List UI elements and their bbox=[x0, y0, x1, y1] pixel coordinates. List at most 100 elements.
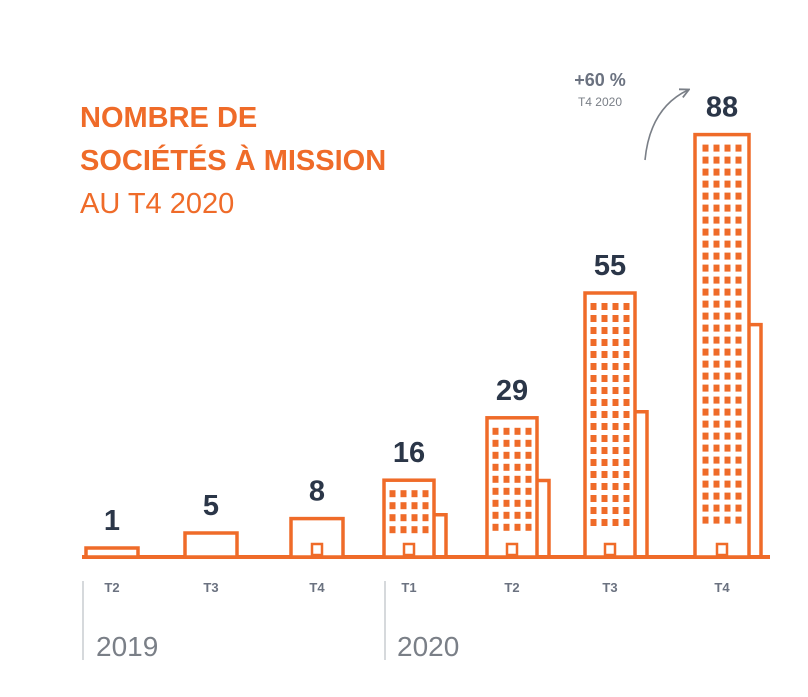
value-label-5: 29 bbox=[496, 375, 528, 407]
window bbox=[724, 240, 731, 248]
window bbox=[735, 276, 742, 284]
window bbox=[612, 327, 619, 334]
window bbox=[612, 519, 619, 526]
window bbox=[590, 519, 597, 526]
window bbox=[724, 192, 731, 200]
window bbox=[525, 499, 532, 507]
bar-building-3 bbox=[289, 516, 345, 559]
window bbox=[735, 420, 742, 428]
category-label-7: T4 bbox=[714, 580, 730, 595]
bar-annex bbox=[434, 513, 448, 557]
window bbox=[702, 480, 709, 488]
window bbox=[601, 483, 608, 490]
bar-annex bbox=[537, 478, 551, 557]
window bbox=[702, 300, 709, 308]
window bbox=[735, 180, 742, 188]
window bbox=[724, 156, 731, 164]
window bbox=[713, 516, 720, 524]
window bbox=[422, 526, 429, 534]
window bbox=[724, 324, 731, 332]
window bbox=[724, 180, 731, 188]
window bbox=[612, 423, 619, 430]
window bbox=[623, 519, 630, 526]
window bbox=[713, 456, 720, 464]
window bbox=[702, 372, 709, 380]
window bbox=[389, 526, 396, 534]
window bbox=[724, 336, 731, 344]
window bbox=[612, 363, 619, 370]
window bbox=[713, 492, 720, 500]
value-label-4: 16 bbox=[393, 437, 425, 469]
window bbox=[514, 463, 521, 471]
window bbox=[612, 399, 619, 406]
window bbox=[735, 240, 742, 248]
window bbox=[612, 459, 619, 466]
window bbox=[702, 420, 709, 428]
window bbox=[514, 427, 521, 435]
window bbox=[735, 444, 742, 452]
category-label-5: T2 bbox=[504, 580, 519, 595]
window bbox=[735, 492, 742, 500]
window bbox=[724, 468, 731, 476]
window bbox=[514, 439, 521, 447]
window bbox=[724, 204, 731, 212]
window bbox=[724, 480, 731, 488]
window bbox=[525, 439, 532, 447]
window bbox=[735, 360, 742, 368]
window bbox=[411, 526, 418, 534]
bar-body bbox=[289, 516, 345, 559]
window bbox=[713, 288, 720, 296]
window bbox=[503, 487, 510, 495]
window bbox=[724, 492, 731, 500]
window bbox=[702, 216, 709, 224]
window bbox=[735, 504, 742, 512]
window bbox=[735, 468, 742, 476]
window bbox=[590, 339, 597, 346]
category-label-2: T3 bbox=[203, 580, 218, 595]
window bbox=[590, 459, 597, 466]
window bbox=[623, 387, 630, 394]
window bbox=[525, 475, 532, 483]
window bbox=[623, 327, 630, 334]
bar-building-2 bbox=[183, 531, 239, 559]
category-labels-layer: T2 T3 T4 T1 T2 T3 T4 bbox=[104, 580, 730, 595]
window bbox=[713, 324, 720, 332]
window bbox=[590, 495, 597, 502]
window bbox=[525, 511, 532, 519]
window bbox=[503, 511, 510, 519]
window bbox=[503, 439, 510, 447]
window bbox=[724, 516, 731, 524]
window bbox=[713, 228, 720, 236]
window bbox=[702, 156, 709, 164]
window bbox=[724, 288, 731, 296]
window bbox=[590, 363, 597, 370]
window bbox=[713, 216, 720, 224]
window bbox=[601, 399, 608, 406]
window bbox=[702, 408, 709, 416]
window bbox=[724, 312, 731, 320]
window bbox=[590, 387, 597, 394]
window bbox=[590, 471, 597, 478]
window bbox=[601, 435, 608, 442]
window bbox=[590, 507, 597, 514]
window bbox=[422, 514, 429, 522]
window bbox=[492, 463, 499, 471]
window bbox=[735, 300, 742, 308]
value-label-6: 55 bbox=[594, 250, 626, 282]
window bbox=[702, 432, 709, 440]
window bbox=[503, 475, 510, 483]
window bbox=[590, 375, 597, 382]
value-label-2: 5 bbox=[203, 490, 219, 522]
window bbox=[601, 363, 608, 370]
window bbox=[735, 324, 742, 332]
window bbox=[590, 423, 597, 430]
window bbox=[713, 396, 720, 404]
bar-body bbox=[84, 546, 140, 559]
window bbox=[400, 490, 407, 498]
window bbox=[724, 432, 731, 440]
window bbox=[601, 303, 608, 310]
window bbox=[400, 502, 407, 510]
window bbox=[612, 507, 619, 514]
window bbox=[623, 459, 630, 466]
window bbox=[612, 495, 619, 502]
